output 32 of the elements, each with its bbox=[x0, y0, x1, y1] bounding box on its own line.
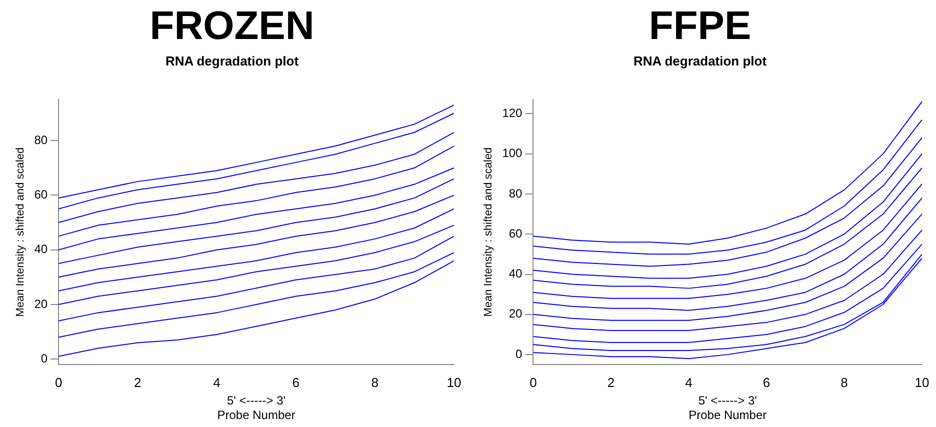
y-tick-label: 0 bbox=[516, 346, 523, 361]
x-tick-label: 8 bbox=[840, 374, 848, 390]
chart-subtitle: RNA degradation plot bbox=[633, 53, 768, 68]
y-tick-label: 100 bbox=[502, 146, 523, 160]
chart-title: FFPE bbox=[648, 4, 752, 48]
chart-title: FROZEN bbox=[150, 4, 314, 48]
x-axis-title: 5' <-----> 3' Probe Number bbox=[688, 394, 767, 422]
y-tick-label: 40 bbox=[508, 266, 523, 281]
x-tick-label: 10 bbox=[914, 374, 930, 390]
x-axis-title: 5' <-----> 3' Probe Number bbox=[217, 394, 296, 422]
x-tick-label: 6 bbox=[292, 374, 300, 390]
x-tick-label: 4 bbox=[213, 374, 220, 390]
y-tick-label: 40 bbox=[34, 242, 48, 256]
x-tick-label: 8 bbox=[371, 374, 379, 390]
y-tick-label: 80 bbox=[34, 132, 48, 147]
y-axis-title: Mean Intensity : shifted and scaled bbox=[482, 147, 495, 317]
chart-subtitle: RNA degradation plot bbox=[165, 53, 300, 68]
y-tick-label: 20 bbox=[508, 306, 523, 321]
x-tick-label: 4 bbox=[685, 374, 692, 390]
y-tick-label: 120 bbox=[502, 106, 523, 120]
y-tick-label: 60 bbox=[34, 188, 48, 202]
y-tick-label: 20 bbox=[34, 296, 48, 311]
x-tick-label: 0 bbox=[54, 374, 62, 390]
x-tick-label: 6 bbox=[762, 374, 770, 390]
y-axis-title: Mean Intensity : shifted and scaled bbox=[14, 147, 27, 317]
y-tick-label: 60 bbox=[508, 226, 523, 240]
x-tick-label: 0 bbox=[530, 374, 537, 390]
y-tick-label: 0 bbox=[40, 351, 48, 366]
x-tick-label: 2 bbox=[134, 374, 142, 390]
y-tick-label: 80 bbox=[508, 186, 523, 200]
x-tick-label: 10 bbox=[446, 374, 462, 390]
x-tick-label: 2 bbox=[607, 374, 615, 390]
